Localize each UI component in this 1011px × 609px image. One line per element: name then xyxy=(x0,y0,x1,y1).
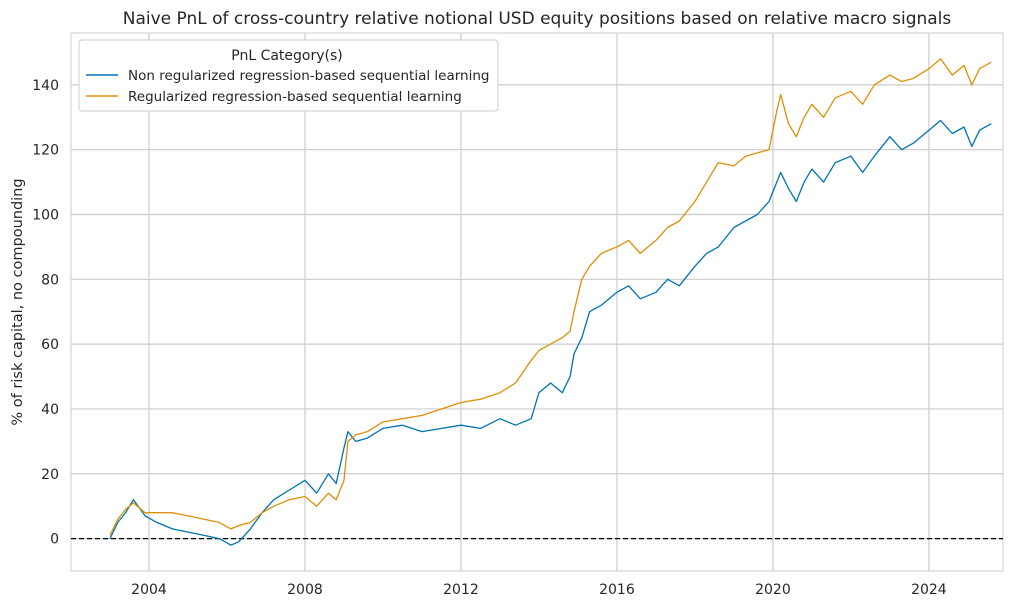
y-axis-label: % of risk capital, no compounding xyxy=(10,178,26,425)
legend-box xyxy=(78,39,499,112)
legend-label-non-regularized: Non regularized regression-based sequent… xyxy=(128,68,489,84)
y-tick-label: 40 xyxy=(41,402,59,418)
x-tick-label: 2024 xyxy=(911,582,947,598)
y-tick-label: 100 xyxy=(32,207,59,223)
x-tick-label: 2008 xyxy=(287,582,323,598)
y-tick-label: 60 xyxy=(41,337,59,353)
series-line-regularized xyxy=(109,58,992,536)
y-tick-label: 140 xyxy=(32,78,59,94)
chart-title: Naive PnL of cross-country relative noti… xyxy=(123,9,952,29)
legend: PnL Category(s) Non regularized regressi… xyxy=(78,39,499,112)
x-tick-labels: 2004 2008 2012 2016 2020 2024 xyxy=(131,582,947,598)
x-tick-label: 2016 xyxy=(599,582,635,598)
x-tick-label: 2020 xyxy=(755,582,791,598)
y-tick-labels: 0 20 40 60 80 100 120 140 xyxy=(32,78,59,548)
y-tick-label: 20 xyxy=(41,467,59,483)
legend-label-regularized: Regularized regression-based sequential … xyxy=(128,89,462,105)
y-tick-label: 0 xyxy=(50,532,59,548)
series-line-non-regularized xyxy=(109,119,992,546)
y-tick-label: 120 xyxy=(32,143,59,159)
series-group xyxy=(109,58,992,546)
x-tick-label: 2012 xyxy=(443,582,479,598)
y-tick-label: 80 xyxy=(41,272,59,288)
plot-area xyxy=(70,32,1004,572)
x-tick-label: 2004 xyxy=(131,582,167,598)
legend-title: PnL Category(s) xyxy=(231,48,343,64)
grid xyxy=(71,33,1003,571)
